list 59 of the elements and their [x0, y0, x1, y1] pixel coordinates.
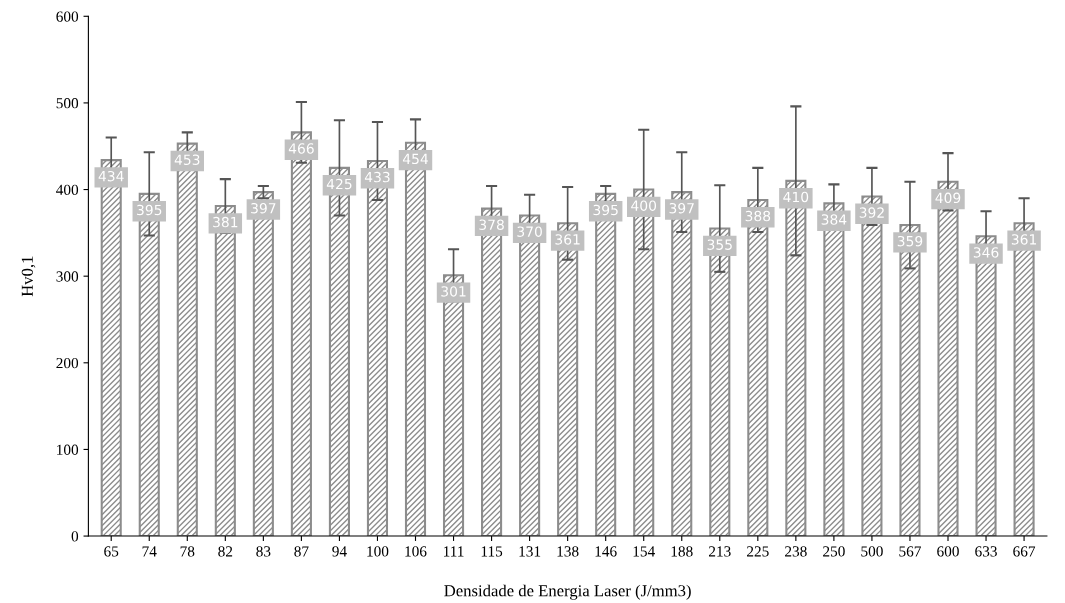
- data-label: 397: [251, 202, 276, 214]
- data-label: 410: [783, 191, 809, 203]
- x-tick-label: 138: [557, 546, 579, 557]
- x-tick-label: 87: [294, 546, 309, 557]
- data-label: 361: [1011, 234, 1037, 245]
- data-label: 378: [479, 219, 504, 230]
- x-tick-label: 131: [519, 546, 541, 557]
- x-tick-label: 225: [747, 546, 769, 557]
- x-tick-label: 146: [595, 546, 617, 557]
- x-tick-label: 74: [142, 546, 157, 557]
- x-tick-label: 567: [899, 546, 921, 557]
- data-label: 384: [821, 214, 847, 225]
- x-tick-label: 250: [823, 546, 845, 557]
- x-tick-label: 633: [975, 546, 997, 557]
- x-tick-label: 500: [861, 546, 883, 557]
- data-label: 466: [288, 143, 314, 154]
- data-label: 359: [897, 235, 923, 247]
- x-tick-label: 115: [481, 546, 503, 557]
- data-label: 454: [402, 153, 428, 165]
- x-axis-title: Densidade de Energia Laser (J/mm3): [444, 584, 691, 600]
- data-label: 395: [593, 204, 618, 216]
- data-label: 400: [631, 200, 657, 211]
- x-tick-label: 78: [180, 546, 195, 557]
- data-label: 301: [441, 286, 466, 297]
- x-tick-label: 154: [633, 546, 655, 557]
- x-tick-label: 100: [367, 546, 389, 557]
- y-tick-label: 200: [56, 357, 79, 369]
- data-label: 381: [213, 216, 238, 228]
- data-label: 433: [364, 171, 390, 183]
- data-label: 395: [137, 204, 162, 216]
- x-tick-label: 238: [785, 546, 807, 557]
- data-label: 453: [174, 154, 200, 165]
- y-tick-label: 500: [56, 98, 79, 109]
- y-tick-label: 600: [56, 11, 79, 22]
- x-tick-label: 82: [218, 546, 233, 557]
- y-axis-title: Hv0,1: [21, 256, 36, 297]
- x-tick-label: 65: [104, 546, 119, 557]
- x-tick-label: 188: [671, 546, 693, 557]
- data-label: 425: [326, 178, 352, 190]
- data-label: 355: [707, 239, 732, 250]
- y-tick-label: 0: [71, 531, 79, 542]
- x-tick-label: 667: [1013, 546, 1036, 557]
- data-label: 370: [517, 226, 542, 237]
- x-tick-label: 111: [444, 546, 464, 557]
- y-tick-label: 400: [56, 184, 79, 195]
- x-tick-label: 94: [332, 546, 347, 557]
- x-tick-label: 213: [709, 546, 731, 557]
- x-tick-label: 83: [256, 546, 271, 557]
- data-label: 346: [973, 247, 999, 258]
- data-label: 434: [98, 170, 124, 182]
- x-tick-label: 600: [937, 546, 959, 557]
- y-tick-label: 300: [56, 271, 79, 282]
- x-tick-label: 106: [405, 546, 427, 557]
- data-label: 397: [669, 202, 694, 214]
- data-label: 392: [859, 207, 884, 218]
- data-label: 409: [935, 192, 961, 204]
- y-tick-label: 100: [57, 444, 79, 455]
- data-label: 361: [555, 234, 580, 245]
- data-label: 388: [745, 210, 771, 222]
